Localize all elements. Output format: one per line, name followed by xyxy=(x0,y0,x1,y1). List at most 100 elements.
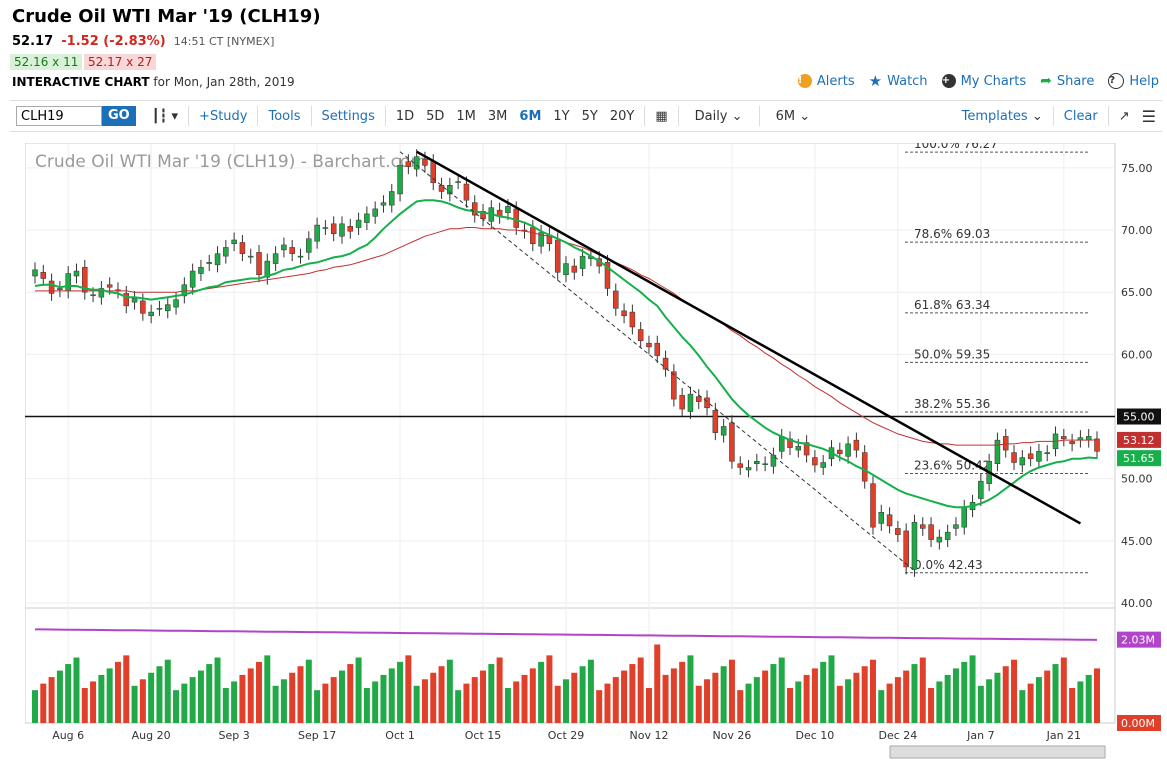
candle-body xyxy=(1069,441,1075,445)
range-button-5d[interactable]: 5D xyxy=(426,108,445,124)
tools-button[interactable]: Tools xyxy=(268,108,301,124)
help-link[interactable]: ? Help xyxy=(1108,72,1159,90)
volume-bar xyxy=(430,672,437,723)
divider xyxy=(758,106,760,126)
x-tick-label: Oct 15 xyxy=(465,729,502,742)
candle-body xyxy=(140,300,146,314)
fib-label: 78.6% 69.03 xyxy=(914,227,990,241)
candle-body xyxy=(936,536,943,543)
period-select[interactable]: 6M ⌄ xyxy=(770,109,817,124)
range-buttons: 1D 5D 1M 3M 6M 1Y 5Y 20Y xyxy=(390,109,640,124)
volume-bar xyxy=(903,670,910,723)
expand-icon[interactable]: ↗ xyxy=(1118,108,1130,124)
volume-bar xyxy=(65,664,72,723)
range-button-1y[interactable]: 1Y xyxy=(553,108,570,124)
volume-bar xyxy=(480,670,487,723)
volume-tag-label: 0.00M xyxy=(1121,717,1155,730)
candle-body xyxy=(198,267,204,274)
scrollbar-thumb[interactable] xyxy=(889,745,1106,759)
menu-icon[interactable]: ☰ xyxy=(1141,106,1156,126)
price-tag-label: 53.12 xyxy=(1123,434,1155,447)
volume-bar xyxy=(778,657,785,723)
alerts-link[interactable]: ! Alerts xyxy=(797,72,855,90)
candle-body xyxy=(1094,438,1100,452)
volume-bar xyxy=(280,679,287,723)
candle-body xyxy=(330,223,337,235)
share-link[interactable]: ➦ Share xyxy=(1040,72,1094,90)
help-label: Help xyxy=(1129,73,1159,89)
chart-toolbar: CLH19 GO ┃┇ ▾ +Study Tools Settings 1D 5D… xyxy=(10,100,1162,132)
volume-bar xyxy=(1002,666,1009,723)
volume-bar xyxy=(488,664,495,723)
volume-bar xyxy=(836,685,843,723)
volume-bar xyxy=(529,668,536,723)
volume-bar xyxy=(181,683,188,723)
candle-body xyxy=(720,426,727,436)
fib-label: 38.2% 55.36 xyxy=(914,397,990,411)
x-tick-label: Oct 1 xyxy=(385,729,415,742)
volume-bar xyxy=(977,685,984,723)
candle-body xyxy=(447,185,453,195)
x-tick-label: Oct 29 xyxy=(548,729,585,742)
candle-body xyxy=(314,224,320,242)
range-button-1m[interactable]: 1M xyxy=(456,108,476,124)
candle-body xyxy=(513,208,519,228)
candle-body xyxy=(953,524,959,529)
volume-bar xyxy=(114,661,121,723)
calendar-icon[interactable]: ▦ xyxy=(655,108,668,124)
candle-body xyxy=(231,239,237,244)
volume-bar xyxy=(1035,677,1042,723)
candle-body xyxy=(123,293,130,307)
range-button-5y[interactable]: 5Y xyxy=(581,108,598,124)
templates-select[interactable]: Templates ⌄ xyxy=(956,109,1049,124)
candle-body xyxy=(505,206,511,213)
candle-body xyxy=(223,247,229,257)
candle-body xyxy=(903,530,909,568)
chevron-down-icon: ⌄ xyxy=(1031,108,1043,124)
volume-bar xyxy=(90,681,97,723)
volume-tag-label: 2.03M xyxy=(1121,634,1155,647)
study-button[interactable]: +Study xyxy=(199,108,248,124)
go-button[interactable]: GO xyxy=(102,106,136,126)
candle-body xyxy=(57,288,63,290)
range-button-6m[interactable]: 6M xyxy=(519,108,542,124)
volume-bar xyxy=(131,685,138,723)
alerts-label: Alerts xyxy=(816,73,855,89)
volume-bar xyxy=(297,666,304,723)
settings-button[interactable]: Settings xyxy=(321,108,375,124)
interval-select[interactable]: Daily ⌄ xyxy=(689,109,749,124)
candle-body xyxy=(994,439,1001,465)
candle-body xyxy=(729,422,735,462)
range-button-3m[interactable]: 3M xyxy=(487,108,508,124)
volume-bar xyxy=(446,659,453,723)
candle-body xyxy=(870,483,876,528)
price-chart[interactable]: 40.00 45.00 50.00 55.00 60.00 65.00 70.00 75.00… xyxy=(25,143,1167,767)
volume-bar xyxy=(521,674,528,723)
volume-bar xyxy=(712,672,719,723)
volume-bar xyxy=(1011,659,1018,723)
range-button-1d[interactable]: 1D xyxy=(395,108,415,124)
volume-bar xyxy=(272,685,279,723)
my-charts-label: My Charts xyxy=(960,73,1027,89)
volume-bar xyxy=(363,687,370,723)
watch-link[interactable]: ★ Watch xyxy=(869,72,928,90)
volume-bar xyxy=(861,666,868,723)
volume-bar xyxy=(264,655,271,723)
volume-bar xyxy=(98,674,105,723)
candle-body xyxy=(463,183,470,201)
volume-bar xyxy=(388,668,395,723)
candle-body xyxy=(920,524,926,529)
volume-bar xyxy=(546,655,553,723)
volume-bar xyxy=(969,655,976,723)
volume-bar xyxy=(438,666,445,723)
clear-button[interactable]: Clear xyxy=(1063,108,1098,124)
volume-tag xyxy=(1117,715,1161,731)
x-tick-label: Nov 12 xyxy=(629,729,668,742)
candle-body xyxy=(803,442,810,456)
volume-bar xyxy=(1085,674,1092,723)
symbol-input[interactable]: CLH19 xyxy=(16,106,102,126)
x-tick-label: Dec 24 xyxy=(878,729,917,742)
my-charts-link[interactable]: + My Charts xyxy=(941,72,1027,90)
chart-type-icon[interactable]: ┃┇ ▾ xyxy=(151,108,179,124)
range-button-20y[interactable]: 20Y xyxy=(609,108,635,124)
